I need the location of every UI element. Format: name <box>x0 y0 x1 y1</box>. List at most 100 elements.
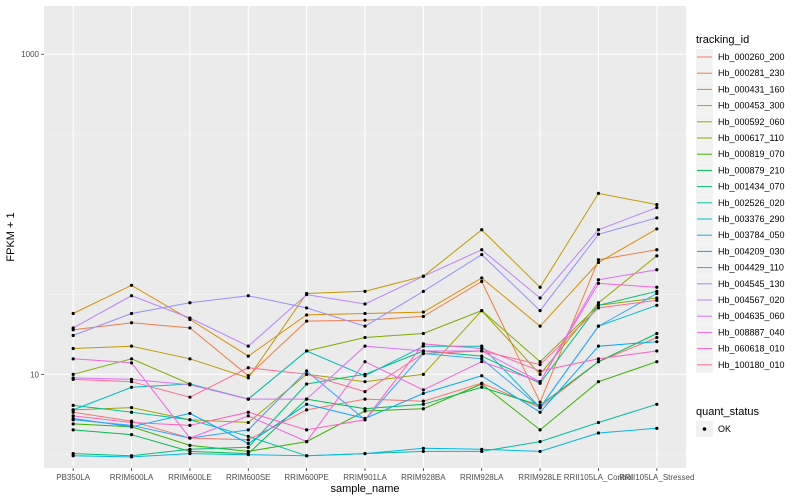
data-point <box>188 357 192 361</box>
data-point <box>421 391 425 396</box>
legend-label: Hb_060618_010 <box>718 344 785 354</box>
data-point <box>246 428 250 432</box>
legend-label: Hb_004635_060 <box>718 311 785 321</box>
data-point <box>305 454 309 458</box>
data-point <box>129 420 134 425</box>
x-tick-label: RRIM928LE <box>518 473 562 482</box>
x-tick-label: RRIM600LA <box>110 473 154 482</box>
data-point <box>246 376 250 380</box>
data-point <box>655 402 659 406</box>
data-point <box>305 306 309 310</box>
legend-label: Hb_004429_110 <box>718 263 784 273</box>
data-point <box>188 316 192 320</box>
legend-label: Hb_004545_130 <box>718 279 785 289</box>
data-point <box>655 254 659 258</box>
data-point <box>538 449 542 454</box>
data-point <box>480 228 484 232</box>
data-point <box>71 357 75 361</box>
data-point <box>480 252 484 257</box>
data-point <box>246 397 250 401</box>
data-point <box>363 374 367 378</box>
x-axis: PB350LA RRIM600LA RRIM600LE RRIM600SE RRIM60… <box>56 468 694 482</box>
data-point <box>246 410 250 414</box>
data-point <box>305 382 309 386</box>
data-point <box>538 285 542 289</box>
data-point <box>246 354 250 358</box>
data-point <box>188 326 192 330</box>
data-point <box>596 303 601 307</box>
x-tick-label: RRII105LA_Stressed <box>619 473 694 482</box>
data-point <box>538 405 542 410</box>
data-point <box>596 191 601 196</box>
legend-label: Hb_004209_030 <box>718 246 785 256</box>
data-point <box>71 377 75 381</box>
data-point <box>538 428 542 432</box>
data-point <box>363 311 367 316</box>
data-point <box>246 344 250 348</box>
data-point <box>421 388 425 392</box>
data-point <box>538 410 542 414</box>
data-point <box>363 344 367 348</box>
data-point <box>655 298 659 302</box>
data-point <box>71 408 75 412</box>
data-point <box>596 260 601 265</box>
data-point <box>363 302 367 306</box>
data-point <box>538 369 542 373</box>
data-point <box>188 383 192 387</box>
legend-label: Hb_000431_160 <box>718 84 785 94</box>
data-point <box>421 351 425 356</box>
data-point <box>305 402 309 406</box>
data-point <box>538 372 542 376</box>
data-point <box>129 433 134 437</box>
data-point <box>129 321 134 325</box>
data-point <box>655 268 659 272</box>
data-point <box>480 360 484 364</box>
data-point <box>421 402 425 406</box>
data-point <box>538 296 542 300</box>
data-point <box>246 414 250 418</box>
data-point <box>538 400 542 404</box>
data-point <box>305 319 309 323</box>
data-point <box>480 349 484 353</box>
shape-legend-title: quant_status <box>696 406 759 418</box>
x-tick-label: RRIM600LE <box>168 473 212 482</box>
data-point <box>480 279 484 284</box>
data-point <box>596 228 601 232</box>
x-tick-label: RRIM928BA <box>401 473 446 482</box>
data-point <box>71 333 75 338</box>
data-point <box>655 340 659 344</box>
x-axis-title: sample_name <box>330 483 399 495</box>
data-point <box>71 372 75 376</box>
legend-label: Hb_004567_020 <box>718 295 785 305</box>
x-tick-label: RRIM600PE <box>284 473 328 482</box>
data-point <box>246 441 250 446</box>
data-point <box>655 349 659 353</box>
data-point <box>363 380 367 384</box>
y-tick-label: 1000 <box>21 50 39 59</box>
data-point <box>71 311 75 316</box>
data-point <box>246 294 250 298</box>
data-point <box>480 344 484 348</box>
data-point <box>363 335 367 340</box>
data-point <box>188 447 192 451</box>
legend-title: tracking_id <box>696 34 749 46</box>
legend-label: Hb_000592_060 <box>718 117 785 127</box>
data-point <box>596 258 601 262</box>
data-point <box>305 349 309 353</box>
data-point <box>421 449 425 454</box>
data-point <box>421 310 425 314</box>
x-tick-label: PB350LA <box>56 473 90 482</box>
data-point <box>596 232 601 236</box>
data-point <box>596 344 601 348</box>
data-point <box>596 357 601 361</box>
data-point <box>480 346 484 351</box>
data-point <box>363 390 367 394</box>
data-point <box>129 361 134 365</box>
data-point <box>538 380 542 384</box>
data-point <box>363 407 367 411</box>
legend-label: Hb_002526_020 <box>718 198 785 208</box>
legend-label: Hb_003376_290 <box>718 214 785 224</box>
data-point <box>246 420 250 425</box>
data-point <box>305 428 309 432</box>
